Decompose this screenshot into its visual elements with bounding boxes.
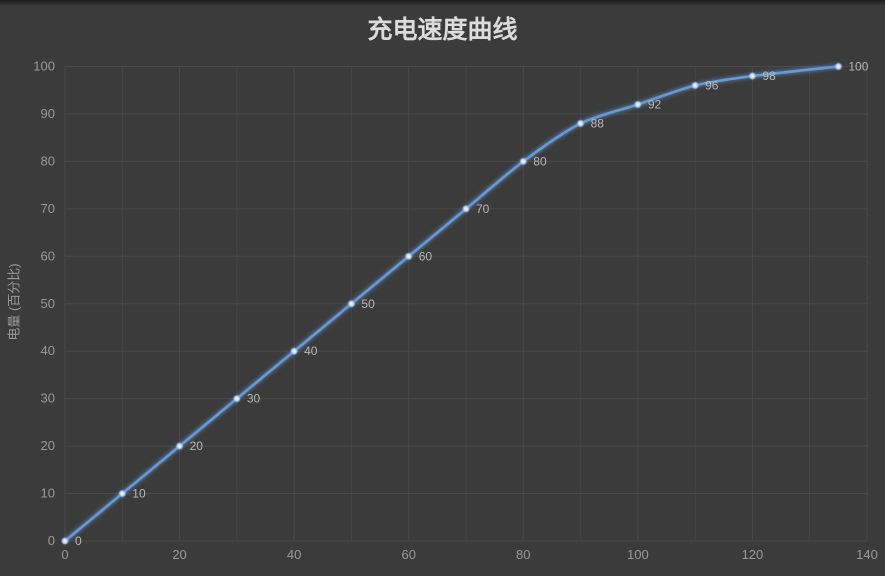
svg-text:0: 0 xyxy=(48,533,55,548)
svg-text:70: 70 xyxy=(41,201,55,216)
svg-text:50: 50 xyxy=(361,297,375,311)
svg-text:10: 10 xyxy=(41,486,55,501)
svg-text:80: 80 xyxy=(533,154,547,168)
svg-text:140: 140 xyxy=(856,547,878,562)
svg-text:96: 96 xyxy=(705,78,719,92)
svg-text:0: 0 xyxy=(75,534,82,548)
svg-text:10: 10 xyxy=(132,487,146,501)
svg-text:120: 120 xyxy=(742,547,764,562)
svg-text:40: 40 xyxy=(304,344,318,358)
svg-text:60: 60 xyxy=(41,248,55,263)
svg-text:20: 20 xyxy=(172,547,186,562)
svg-text:92: 92 xyxy=(648,97,662,111)
svg-text:70: 70 xyxy=(476,202,490,216)
svg-text:80: 80 xyxy=(516,547,530,562)
svg-text:60: 60 xyxy=(401,547,415,562)
svg-text:90: 90 xyxy=(41,106,55,121)
svg-text:100: 100 xyxy=(33,59,55,74)
svg-text:0: 0 xyxy=(61,547,68,562)
svg-text:40: 40 xyxy=(287,547,301,562)
svg-text:98: 98 xyxy=(762,69,776,83)
svg-text:60: 60 xyxy=(419,249,433,263)
svg-text:30: 30 xyxy=(247,392,261,406)
svg-text:100: 100 xyxy=(627,547,649,562)
svg-text:100: 100 xyxy=(848,60,868,74)
svg-text:40: 40 xyxy=(41,343,55,358)
svg-text:80: 80 xyxy=(41,153,55,168)
svg-text:20: 20 xyxy=(41,438,55,453)
svg-text:50: 50 xyxy=(41,296,55,311)
svg-text:20: 20 xyxy=(190,439,204,453)
svg-text:30: 30 xyxy=(41,391,55,406)
svg-text:88: 88 xyxy=(591,116,605,130)
